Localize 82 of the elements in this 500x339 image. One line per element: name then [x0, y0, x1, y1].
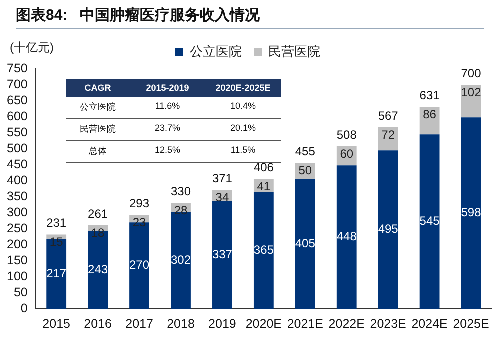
x-tick-label: 2019 [208, 316, 236, 331]
bar [46, 240, 67, 309]
annotation: 2015-2019 [145, 82, 190, 95]
bar [212, 201, 232, 309]
data-label: 598 [461, 206, 482, 220]
data-label: 448 [336, 230, 358, 244]
y-tick-label: 0 [20, 301, 28, 316]
legend-label: 公立医院 [190, 44, 242, 60]
data-label: 405 [295, 236, 316, 251]
total-label: 508 [336, 128, 358, 142]
total-label: 455 [295, 144, 316, 159]
y-tick-label: 400 [6, 173, 28, 188]
bar [378, 150, 398, 309]
total-label: 631 [420, 88, 440, 102]
x-tick-label: 2018 [167, 316, 195, 331]
y-tick-label: 50 [14, 285, 28, 300]
total-label: 261 [88, 206, 108, 221]
annotation: 2020E-2025E [214, 82, 272, 95]
total-label: 567 [378, 108, 399, 123]
y-tick-label: 200 [6, 237, 28, 252]
y-tick-label: 550 [6, 125, 28, 140]
y-tick-label: 700 [6, 77, 28, 92]
total-label: 371 [212, 172, 233, 186]
bar [254, 192, 274, 309]
x-tick-label: 2020E [246, 316, 282, 331]
data-label: 102 [461, 85, 482, 100]
data-label: 243 [88, 262, 108, 276]
y-axis-title: (十亿元) [10, 40, 54, 54]
data-label: 60 [340, 146, 354, 161]
x-tick-label: 2025E [453, 316, 490, 331]
annotation: CAGR [84, 82, 112, 95]
bar [378, 128, 398, 151]
y-tick-label: 300 [6, 205, 28, 220]
bar [336, 166, 357, 309]
x-tick-label: 2022E [328, 316, 365, 331]
y-tick-label: 750 [6, 61, 28, 76]
data-label: 337 [212, 247, 233, 262]
total-label: 700 [461, 66, 482, 80]
data-label: 34 [216, 190, 230, 205]
bar [420, 134, 440, 309]
data-label: 270 [130, 258, 150, 272]
annotation: 11.5% [230, 144, 257, 157]
annotation: 公立医院 [79, 101, 117, 114]
data-label: 15 [50, 235, 64, 250]
x-tick-label: 2017 [126, 316, 154, 331]
data-label: 302 [170, 252, 192, 267]
x-tick-label: 2024E [412, 316, 448, 331]
annotation: 11.6% [154, 100, 182, 113]
bar [295, 179, 316, 309]
y-tick-label: 150 [6, 253, 28, 268]
annotation: 12.5% [154, 144, 182, 157]
y-tick-label: 100 [6, 269, 28, 284]
x-tick-label: 2021E [287, 316, 324, 331]
total-label: 293 [130, 196, 150, 211]
total-label: 330 [170, 184, 192, 199]
annotation: 总体 [88, 145, 108, 158]
data-label: 495 [378, 222, 399, 236]
chart-title: 图表84: 中国肿瘤医疗服务收入情况 [16, 6, 484, 29]
y-tick-label: 350 [6, 189, 28, 204]
legend-label: 民营医院 [268, 44, 320, 60]
data-label: 72 [382, 128, 396, 142]
data-label: 50 [298, 164, 312, 178]
y-tick-label: 650 [6, 93, 28, 108]
x-tick-label: 2016 [84, 316, 112, 331]
total-label: 231 [46, 216, 67, 230]
data-label: 365 [254, 242, 274, 257]
y-tick-label: 600 [6, 109, 28, 124]
annotation: 20.1% [229, 122, 258, 135]
data-label: 86 [423, 107, 437, 122]
y-tick-label: 450 [6, 157, 28, 172]
data-label: 217 [46, 266, 67, 281]
annotation: 10.4% [229, 100, 258, 113]
annotation: 23.7% [154, 122, 182, 135]
data-label: 41 [257, 179, 271, 194]
x-tick-label: 2023E [370, 316, 406, 331]
total-label: 406 [254, 160, 274, 174]
bar [461, 118, 482, 309]
y-tick-label: 500 [6, 141, 28, 156]
y-tick-label: 250 [6, 221, 28, 236]
x-tick-label: 2015 [42, 316, 71, 331]
annotation: 民营医院 [79, 123, 117, 136]
data-label: 545 [420, 214, 440, 228]
